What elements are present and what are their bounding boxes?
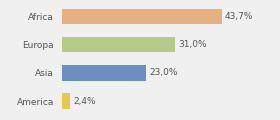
Bar <box>62 93 70 109</box>
Bar <box>62 9 222 24</box>
Text: 2,4%: 2,4% <box>73 97 96 106</box>
Bar <box>62 37 175 52</box>
Text: 31,0%: 31,0% <box>178 40 207 49</box>
Text: 43,7%: 43,7% <box>225 12 253 21</box>
Bar <box>62 65 146 81</box>
Text: 23,0%: 23,0% <box>149 68 178 77</box>
